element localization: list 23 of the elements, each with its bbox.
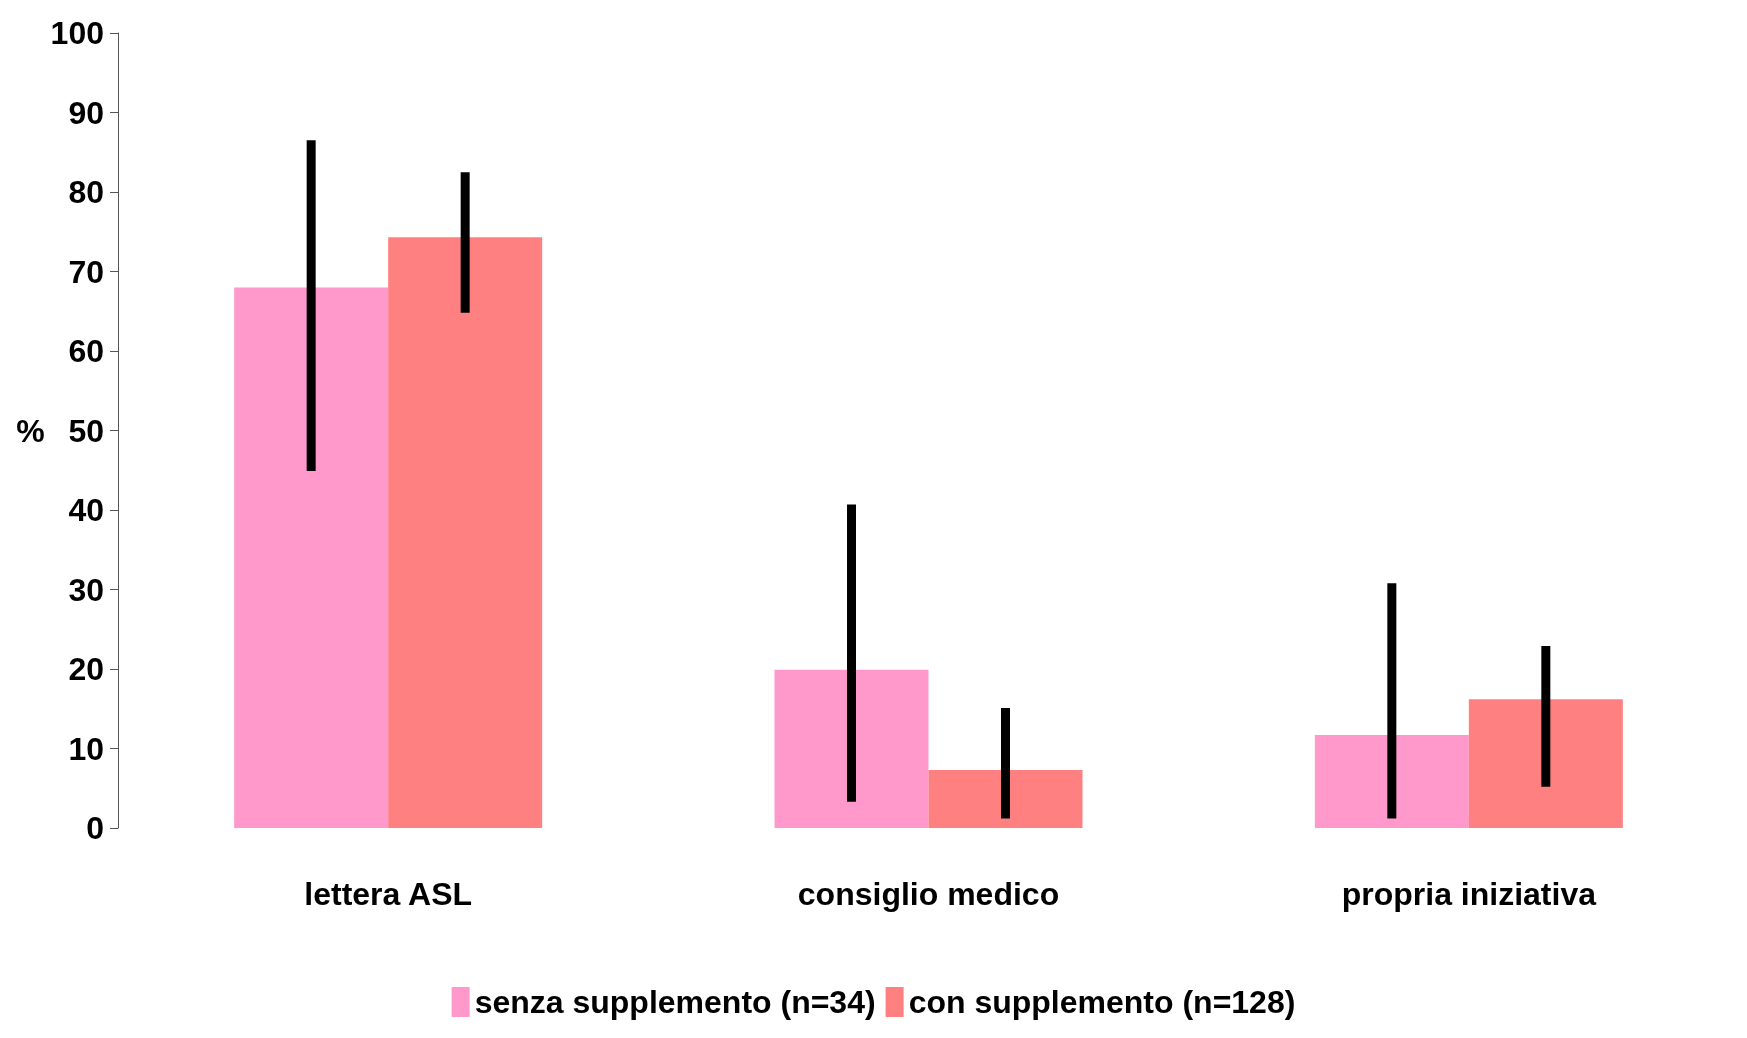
y-axis-title: % xyxy=(16,412,45,449)
y-tick-label: 10 xyxy=(68,730,104,767)
bar xyxy=(928,769,1083,828)
y-tick-label: 100 xyxy=(50,15,104,51)
y-tick-label: 50 xyxy=(68,412,104,449)
bar xyxy=(774,669,929,828)
bar xyxy=(1468,699,1623,828)
y-tick-label: 40 xyxy=(68,492,104,528)
legend-label: senza supplemento (n=34) xyxy=(474,984,876,1020)
x-tick-label: consiglio medico xyxy=(797,876,1060,912)
y-tick-label: 20 xyxy=(68,651,104,687)
bar xyxy=(388,237,543,828)
x-tick-label: propria iniziativa xyxy=(1341,876,1597,912)
bar xyxy=(234,287,389,828)
y-tick-label: 90 xyxy=(68,94,104,131)
y-tick-label: 70 xyxy=(68,253,104,290)
y-tick-label: 30 xyxy=(68,571,104,608)
y-tick-label: 0 xyxy=(86,810,104,846)
y-tick-label: 60 xyxy=(68,333,104,369)
bar xyxy=(1314,734,1469,828)
y-tick-label: 80 xyxy=(68,174,104,210)
legend-label: con supplemento (n=128) xyxy=(908,984,1296,1020)
x-tick-label: lettera ASL xyxy=(304,876,473,912)
